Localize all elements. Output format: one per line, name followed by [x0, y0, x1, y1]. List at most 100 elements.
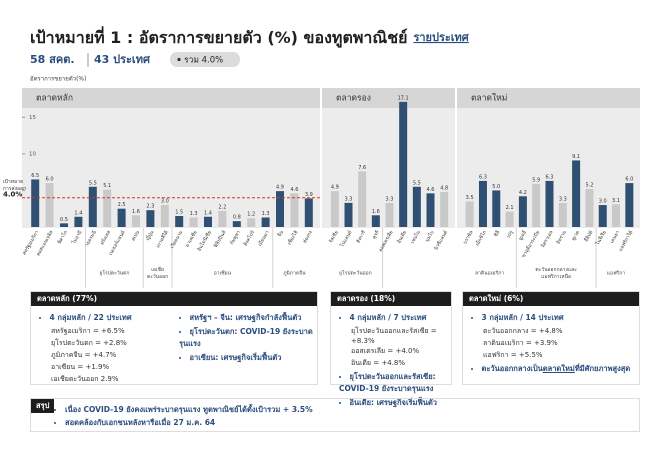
chart: เป้าหมายที่ 1 : อัตราการขยายตัว (%) ของท… [3, 26, 640, 288]
note-columns: 4 กลุ่มหลัก / 22 ประเทศสหรัฐอเมริกา = +6… [31, 306, 317, 387]
category-label: ยูเออี [517, 229, 528, 241]
value-label: 5.5 [413, 180, 421, 186]
note-box: ตลาดหลัก (77%) 4 กลุ่มหลัก / 22 ประเทศ สหร… [30, 291, 318, 385]
category-label: อิหร่าน [555, 229, 568, 245]
note-header: ตลาดใหม่ (6%) [463, 292, 639, 306]
note-point: 4 กลุ่มหลัก / 7 ประเทศ [339, 312, 447, 324]
title-main: เป้าหมายที่ 1 : อัตราการขยายตัว (%) ของท… [30, 26, 407, 49]
group-label: ตะวันออก [147, 274, 168, 280]
bar [478, 180, 487, 227]
category-label: ฟิลิปปินส์ [212, 229, 227, 249]
group-label: เอเชีย [151, 266, 164, 273]
note-box: ตลาดใหม่ (6%) 3 กลุ่มหลัก / 14 ประเทศตะวั… [462, 291, 640, 385]
value-label: 3.1 [612, 198, 620, 204]
bar [189, 217, 198, 227]
note-item: ออสเตรเลีย = +4.0% [351, 347, 420, 355]
bar [358, 171, 367, 227]
panel-header [457, 88, 640, 108]
category-label: มาเลเซีย [183, 229, 198, 248]
value-label: 0.8 [233, 215, 241, 221]
bar [31, 179, 40, 227]
value-label: 4.9 [276, 185, 284, 191]
note-item: สหรัฐอเมริกา = +6.5% [51, 327, 125, 335]
value-label: 0.5 [60, 217, 68, 223]
bar [385, 202, 394, 227]
bar [371, 215, 380, 227]
note-text: ยุโรปตะวันออกและรัสเซีย: COVID-19 ยังระบ… [339, 372, 436, 393]
category-label: ตุรกี [370, 229, 380, 240]
value-label: 5.1 [103, 183, 111, 189]
bar [426, 193, 435, 227]
bar [344, 202, 353, 227]
value-label: 3.9 [305, 192, 313, 198]
value-label: 5.2 [585, 182, 593, 188]
value-label: 1.4 [204, 210, 212, 216]
bar [572, 160, 581, 227]
note-point: ยุโรปตะวันตก: COVID-19 ยังระบาดรุนแรง [179, 326, 313, 350]
note-point: อาเซียน: เศรษฐกิจเริ่มฟื้นตัว [179, 352, 313, 364]
category-label: ชิคาโก [56, 229, 69, 245]
note-point: 3 กลุ่มหลัก / 14 ประเทศ [471, 312, 635, 324]
note-item: ยุโรปตะวันตก = +2.8% [51, 339, 127, 347]
countries: 43 ประเทศ [94, 53, 151, 66]
value-label: 4.6 [290, 187, 298, 193]
category-label: เม็กซิโก [473, 229, 488, 247]
note-column: สหรัฐฯ – จีน: เศรษฐกิจกำลังฟื้นตัว ยุโรปต… [179, 310, 313, 387]
note-header: ตลาดหลัก (77%) [31, 292, 317, 306]
total: รวม 4.0% [184, 56, 223, 66]
value-label: 3.3 [559, 196, 567, 202]
note-text: อาเซียน: เศรษฐกิจเริ่มฟื้นตัว [189, 353, 282, 362]
bar [612, 204, 621, 227]
value-label: 3.0 [161, 199, 169, 205]
note-text: ยุโรปตะวันตก: COVID-19 ยังระบาดรุนแรง [179, 327, 313, 348]
category-label: อินเดีย [395, 229, 408, 245]
panel-title: ตลาดรอง [336, 94, 371, 104]
group-label: แอฟริกา [607, 270, 625, 277]
value-label: 1.3 [262, 211, 270, 217]
bar [290, 193, 299, 227]
bar [412, 186, 421, 227]
panel-header [22, 88, 320, 108]
value-label: 3.3 [386, 196, 394, 202]
summary: สรุป เนื่อง COVID-19 ยังคงแพร่ระบาดรุนแร… [30, 398, 640, 432]
value-label: 9.1 [572, 154, 580, 160]
value-label: 1.2 [247, 212, 255, 218]
value-label: 2.3 [146, 204, 154, 210]
note-text: อินเดีย: เศรษฐกิจเริ่มฟื้นตัว [349, 398, 438, 407]
note-text: 4 กลุ่มหลัก / 7 ประเทศ [349, 313, 427, 322]
value-label: 3.3 [345, 196, 353, 202]
bar [532, 183, 541, 227]
value-label: 1.3 [190, 211, 198, 217]
badge-dot [177, 57, 181, 62]
bar [103, 189, 112, 227]
bar [558, 202, 567, 227]
value-label: 6.0 [625, 177, 633, 183]
bar [132, 215, 140, 227]
value-label: 3.5 [466, 195, 474, 201]
y-tick-label: 10 [29, 151, 36, 157]
value-label: 2.2 [218, 204, 226, 210]
value-label: 6.5 [31, 173, 39, 179]
note-item: ลาตินอเมริกา = +3.9% [483, 339, 558, 347]
category-label: บราซิล [462, 230, 474, 246]
summary-item: สอดคล้องกับเอกชนหลังหารือเมื่อ 27 ม.ค. 6… [65, 417, 639, 429]
bar [261, 217, 270, 227]
bar [204, 216, 212, 227]
value-label: 1.6 [132, 209, 140, 215]
category-label: เคนยา [610, 230, 621, 245]
category-label: อียิปต์ [582, 229, 594, 243]
category-label: ไมอามี [70, 229, 84, 246]
note-item: ภูมิภาคจีน = +4.7% [51, 351, 117, 359]
category-label: คูเวต [571, 230, 581, 242]
category-label: สเปน [130, 229, 141, 242]
value-label: 7.6 [358, 165, 366, 171]
value-label: 5.0 [492, 184, 500, 190]
note-header: ตลาดรอง (18%) [331, 292, 451, 306]
note-text: 4 กลุ่มหลัก / 22 ประเทศ [49, 313, 132, 322]
title-suffix: รายประเทศ [413, 31, 469, 44]
value-label: 6.3 [546, 174, 554, 180]
note-items: ตะวันออกกลาง = +4.8% ลาตินอเมริกา = +3.9%… [483, 326, 635, 361]
value-label: 6.0 [46, 177, 54, 183]
category-label: ฮ่องกง [302, 230, 314, 245]
value-label: 1.5 [175, 210, 183, 216]
